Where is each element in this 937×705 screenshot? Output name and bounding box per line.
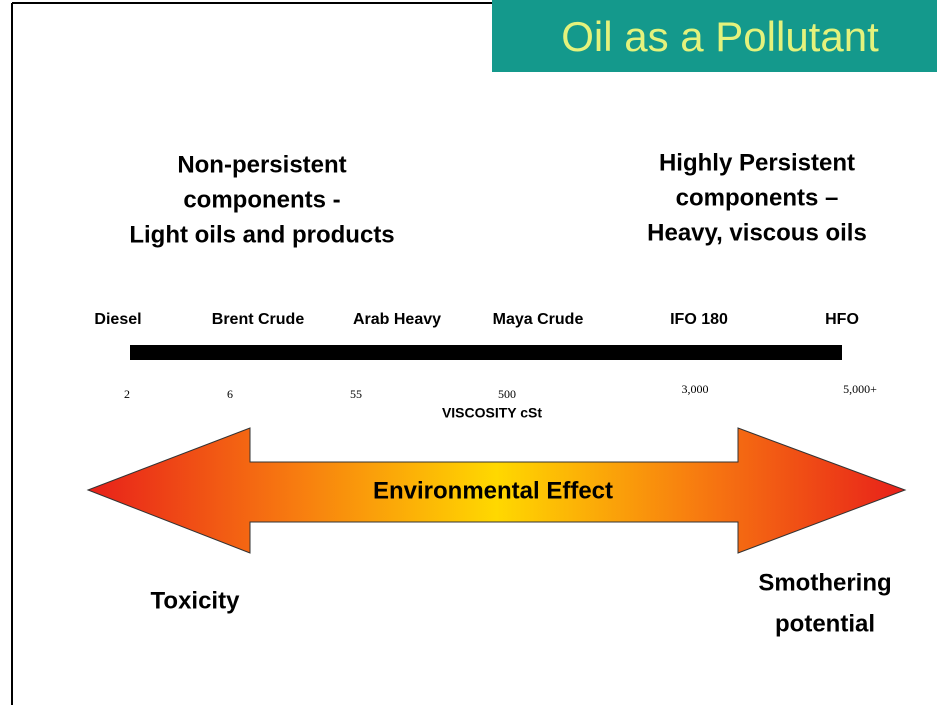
right-heading-line: Heavy, viscous oils [647, 219, 867, 246]
oil-name: IFO 180 [670, 311, 728, 328]
left-heading-line: components - [183, 186, 340, 213]
title-box [492, 0, 937, 72]
oil-name: Maya Crude [493, 311, 584, 328]
title: Oil as a Pollutant [561, 13, 879, 60]
left-heading: Non-persistent components - Light oils and… [129, 151, 394, 248]
arrow-label: Environmental Effect [373, 477, 613, 504]
axis-label: VISCOSITY cSt [442, 405, 542, 421]
right-effect-line: Smothering [758, 569, 891, 596]
double-arrow [86, 427, 907, 554]
left-heading-line: Non-persistent [177, 151, 346, 178]
right-heading-line: Highly Persistent [659, 149, 855, 176]
oil-viscosity: 2 [124, 387, 130, 401]
right-effect: Smothering potential [758, 569, 891, 637]
oil-viscosity: 55 [350, 387, 362, 401]
oil-viscosity: 3,000 [682, 382, 709, 396]
oil-scale: Diesel 2 Brent Crude 6 Arab Heavy 55 Maya Crud… [94, 311, 877, 401]
left-heading-line: Light oils and products [129, 221, 394, 248]
right-heading-line: components – [676, 184, 839, 211]
viscosity-bar [130, 345, 842, 360]
oil-name: Arab Heavy [353, 311, 441, 328]
oil-name: Brent Crude [212, 311, 305, 328]
right-effect-line: potential [775, 610, 875, 637]
right-heading: Highly Persistent components – Heavy, visc… [647, 149, 867, 246]
oil-name: HFO [825, 311, 859, 328]
oil-name: Diesel [94, 311, 141, 328]
oil-viscosity: 5,000+ [843, 382, 877, 396]
left-effect-line: Toxicity [151, 587, 241, 614]
oil-viscosity: 6 [227, 387, 233, 401]
oil-viscosity: 500 [498, 387, 516, 401]
left-effect: Toxicity [151, 587, 241, 614]
